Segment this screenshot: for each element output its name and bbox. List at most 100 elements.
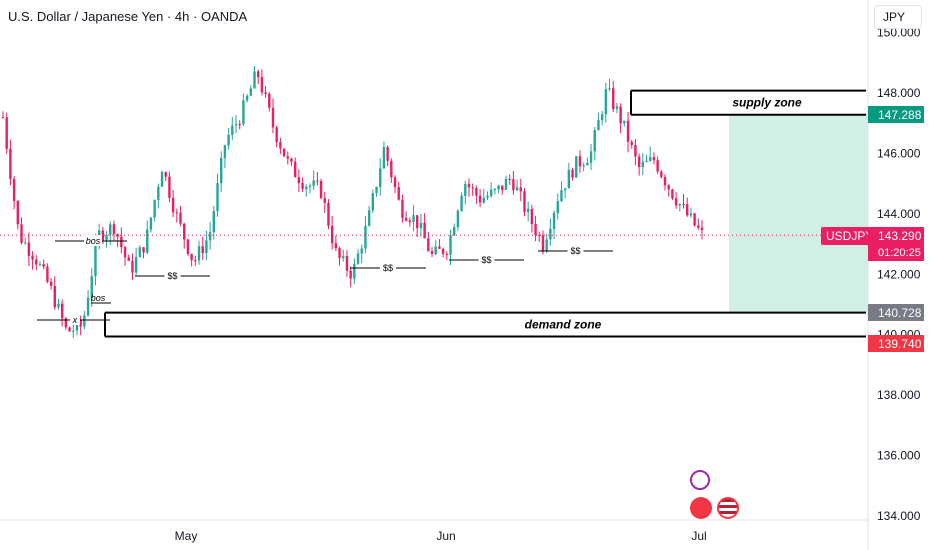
candle-body	[42, 264, 45, 267]
candle-body	[171, 197, 175, 213]
candle-body	[20, 224, 23, 243]
candle-body	[382, 147, 386, 169]
y-tick-label: 142.000	[877, 267, 921, 281]
candle-body	[179, 212, 182, 224]
candle-body	[674, 198, 678, 206]
candle-body	[697, 225, 700, 228]
candle-body	[649, 157, 652, 161]
candle-body	[489, 189, 493, 196]
liquidity-bg	[567, 245, 584, 256]
candle-body	[449, 235, 452, 256]
candle-body	[220, 157, 223, 184]
candle-body	[356, 253, 360, 264]
currency-button[interactable]: JPY	[874, 5, 922, 29]
candle-body	[153, 200, 156, 218]
y-tick-label: 144.000	[877, 207, 921, 221]
candle-body	[423, 222, 426, 239]
candle-body	[286, 156, 289, 159]
candle-body	[94, 243, 97, 277]
candle-body	[301, 183, 304, 189]
candle-body	[682, 204, 685, 206]
candle-body	[626, 120, 630, 142]
candle-body	[467, 183, 471, 188]
record-icon[interactable]	[690, 497, 712, 519]
candle-body	[5, 117, 8, 149]
candle-body	[612, 88, 615, 110]
candle-body	[245, 95, 249, 101]
candle-body	[205, 240, 208, 253]
candle-body	[323, 197, 326, 203]
candle-body	[689, 213, 693, 216]
candle-body	[327, 202, 330, 226]
candle-body	[652, 157, 656, 161]
candle-body	[290, 158, 293, 162]
y-tick-label: 146.000	[877, 146, 921, 160]
candle-body	[90, 276, 93, 298]
candle-body	[578, 156, 582, 167]
candle-body	[530, 208, 534, 225]
candle-body	[434, 246, 437, 254]
candle-body	[619, 106, 622, 124]
candle-body	[60, 303, 64, 319]
demand-zone-label: demand zone	[525, 318, 602, 332]
supply-price-tag: 147.288	[868, 106, 924, 123]
candle-body	[9, 148, 12, 180]
demand-bottom-price-tag: 139.740	[868, 335, 924, 352]
candle-body	[637, 156, 641, 168]
candle-body	[86, 297, 90, 316]
candle-body	[212, 211, 216, 233]
candle-body	[16, 200, 19, 225]
candle-body	[242, 100, 245, 125]
candle-body	[700, 227, 704, 231]
candle-body	[282, 148, 286, 157]
candle-body	[160, 172, 164, 187]
candle-body	[46, 266, 49, 282]
us-flag-icon[interactable]	[717, 497, 739, 519]
candle-body	[249, 88, 252, 96]
candle-body	[538, 235, 541, 237]
candle-body	[597, 120, 600, 131]
candle-body	[623, 120, 626, 124]
candle-body	[512, 179, 515, 191]
candle-body	[386, 147, 389, 161]
candle-body	[308, 185, 312, 187]
candle-body	[604, 89, 608, 115]
candle-body	[508, 178, 511, 180]
candle-body	[549, 228, 552, 240]
candle-body	[693, 213, 696, 226]
candle-body	[75, 320, 79, 331]
liquidity-bg	[478, 254, 495, 265]
candle-body	[393, 177, 397, 188]
candle-body	[367, 210, 371, 226]
candle-body	[401, 199, 404, 218]
candle-body	[593, 130, 596, 152]
candle-body	[101, 230, 105, 241]
candle-body	[526, 208, 530, 213]
bos-upper-label: bos	[86, 236, 101, 246]
liquidity-label: $$	[167, 271, 177, 281]
candle-body	[201, 246, 204, 253]
candle-body	[131, 260, 134, 273]
candle-body	[120, 236, 123, 248]
candle-body	[600, 114, 604, 121]
candle-body	[238, 124, 241, 126]
candle-body	[686, 204, 689, 216]
lightning-icon[interactable]	[690, 470, 710, 490]
candle-body	[586, 162, 589, 166]
countdown-tag: 01:20:25	[868, 244, 924, 261]
candle-body	[453, 227, 456, 236]
candle-body	[567, 169, 571, 189]
candle-body	[253, 71, 256, 89]
candle-body	[260, 77, 264, 93]
candle-body	[582, 165, 585, 167]
candle-body	[31, 255, 34, 260]
candle-body	[146, 229, 149, 253]
candle-body	[678, 204, 682, 206]
candle-body	[53, 285, 56, 308]
candle-body	[264, 92, 267, 94]
candle-body	[545, 239, 548, 251]
candle-body	[127, 257, 130, 261]
x-label: x	[72, 315, 78, 325]
candle-body	[109, 224, 112, 236]
